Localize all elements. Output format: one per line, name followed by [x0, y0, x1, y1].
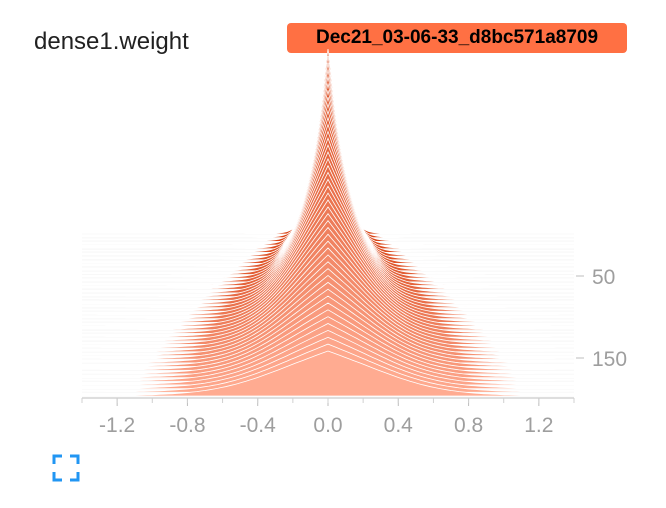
run-label-badge: Dec21_03-06-33_d8bc571a8709 [287, 23, 627, 53]
x-tick-label: 0.8 [454, 414, 483, 437]
histogram-title: dense1.weight [34, 28, 189, 55]
x-tick-label: 1.2 [524, 414, 553, 437]
x-tick-label: -1.2 [99, 414, 135, 437]
y-tick-label: 50 [592, 266, 615, 289]
x-tick-label: 0.0 [313, 414, 342, 437]
x-tick-label: -0.4 [240, 414, 277, 437]
x-tick-label: 0.4 [384, 414, 414, 437]
histogram-axes: -1.2 -0.8 -0.4 0.0 0.4 0.8 1.2 50 150 [81, 266, 627, 437]
y-tick-label: 150 [592, 348, 627, 371]
histogram-slice [81, 350, 575, 397]
histogram-slices [81, 48, 575, 397]
fullscreen-icon[interactable] [50, 452, 82, 484]
x-tick-label: -0.8 [169, 414, 205, 437]
